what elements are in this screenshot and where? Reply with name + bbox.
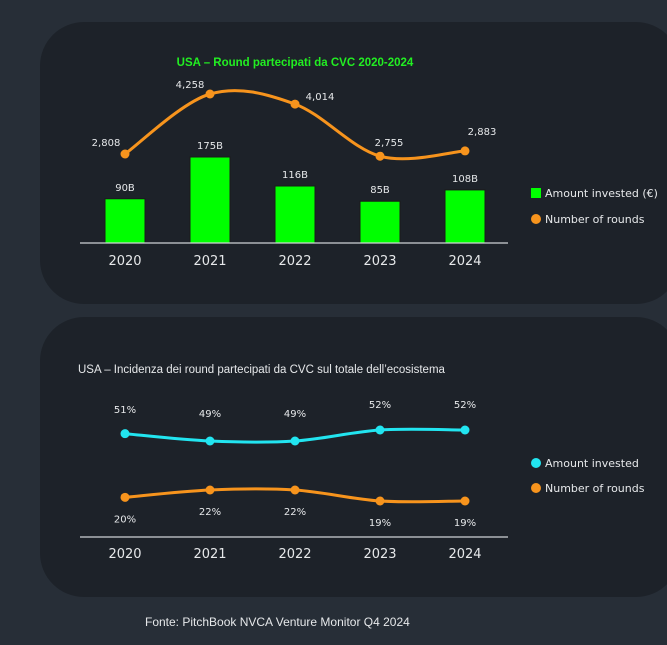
bar-amount-invested <box>104 198 146 244</box>
line-value-label: 52% <box>369 400 391 411</box>
line-point-amount-invested <box>460 425 470 435</box>
line-value-label: 4,258 <box>176 80 205 91</box>
x-tick-label: 2022 <box>278 547 311 562</box>
line-value-label: 4,014 <box>306 92 335 103</box>
line-value-label: 51% <box>114 405 136 416</box>
line-value-label: 52% <box>454 400 476 411</box>
line-value-label: 22% <box>199 507 221 518</box>
line-value-label: 2,755 <box>375 138 404 149</box>
chart-title: USA – Incidenza dei round partecipati da… <box>78 364 446 376</box>
line-value-label: 22% <box>284 507 306 518</box>
source-note: Fonte: PitchBook NVCA Venture Monitor Q4… <box>145 615 410 629</box>
line-point-number-of-rounds <box>460 146 470 156</box>
bar-value-label: 108B <box>452 174 478 185</box>
line-value-label: 19% <box>454 518 476 529</box>
line-point-number-of-rounds <box>290 485 300 495</box>
legend-label-number-of-rounds: Number of rounds <box>545 482 645 495</box>
line-point-amount-invested <box>120 429 130 439</box>
line-value-label: 49% <box>284 409 306 420</box>
legend-swatch-number-of-rounds <box>531 483 541 493</box>
line-point-number-of-rounds <box>375 151 385 161</box>
line-point-amount-invested <box>290 436 300 446</box>
legend-swatch-amount-invested <box>531 188 541 198</box>
line-value-label: 2,808 <box>92 138 121 149</box>
line-point-number-of-rounds <box>120 492 130 502</box>
x-tick-label: 2020 <box>108 254 141 269</box>
x-tick-label: 2020 <box>108 547 141 562</box>
legend-swatch-amount-invested <box>531 458 541 468</box>
line-point-number-of-rounds <box>205 89 215 99</box>
line-point-amount-invested <box>375 425 385 435</box>
line-point-amount-invested <box>205 436 215 446</box>
x-tick-label: 2022 <box>278 254 311 269</box>
legend-label-amount-invested: Amount invested (€) <box>545 187 658 200</box>
line-value-label: 2,883 <box>468 127 497 138</box>
chart-title: USA – Round partecipati da CVC 2020-2024 <box>177 57 414 69</box>
x-tick-label: 2023 <box>363 254 396 269</box>
bar-value-label: 85B <box>370 185 390 196</box>
x-tick-label: 2024 <box>448 254 481 269</box>
line-point-number-of-rounds <box>375 496 385 506</box>
chart-panel-rounds <box>40 22 667 304</box>
bar-amount-invested <box>189 156 231 244</box>
bar-value-label: 116B <box>282 170 308 181</box>
line-point-number-of-rounds <box>120 149 130 159</box>
x-tick-label: 2023 <box>363 547 396 562</box>
legend-label-amount-invested: Amount invested <box>545 457 639 470</box>
legend-swatch-number-of-rounds <box>531 214 541 224</box>
bar-amount-invested <box>274 185 316 244</box>
legend-label-number-of-rounds: Number of rounds <box>545 213 645 226</box>
line-value-label: 49% <box>199 409 221 420</box>
chart-panel-incidence <box>40 317 667 597</box>
x-tick-label: 2021 <box>193 254 226 269</box>
line-value-label: 19% <box>369 518 391 529</box>
line-value-label: 20% <box>114 514 136 525</box>
bar-amount-invested <box>359 200 401 244</box>
line-point-number-of-rounds <box>290 99 300 109</box>
line-point-number-of-rounds <box>460 496 470 506</box>
line-point-number-of-rounds <box>205 485 215 495</box>
bar-value-label: 90B <box>115 183 135 194</box>
bar-value-label: 175B <box>197 141 223 152</box>
bar-amount-invested <box>444 189 486 244</box>
x-tick-label: 2024 <box>448 547 481 562</box>
x-tick-label: 2021 <box>193 547 226 562</box>
